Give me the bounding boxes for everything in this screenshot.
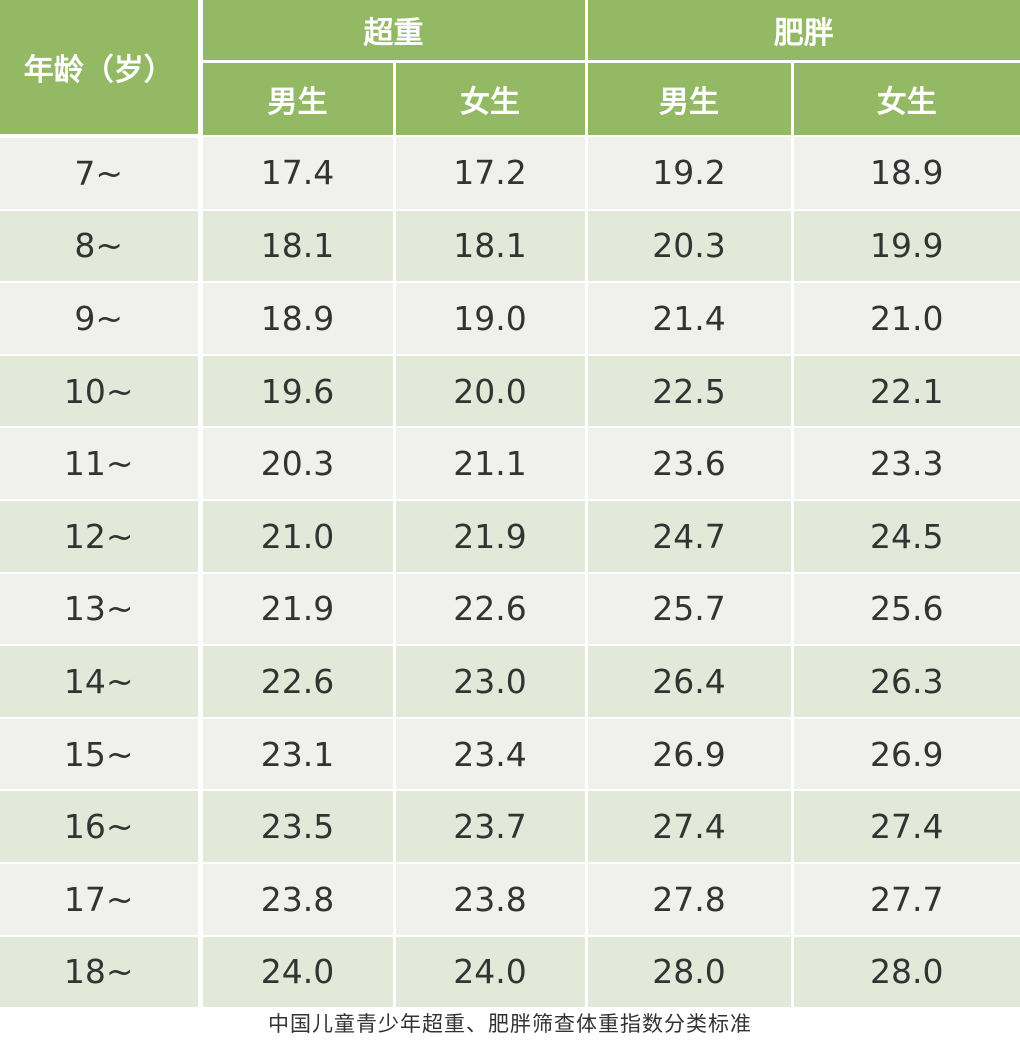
age-cell: 17~ [0, 861, 200, 936]
obese-female-cell: 25.6 [790, 571, 1020, 646]
obese-male-cell: 25.7 [584, 571, 792, 646]
obese-male-cell: 24.7 [584, 498, 792, 573]
table-row: 14~ 22.6 23.0 26.4 26.3 [0, 644, 1020, 718]
overweight-male-cell: 23.5 [197, 789, 394, 863]
age-column-header: 年龄（岁） [0, 0, 200, 138]
table-row: 7~ 17.4 17.2 19.2 18.9 [0, 135, 1020, 210]
obese-female-cell: 24.5 [790, 498, 1020, 573]
age-cell: 12~ [0, 498, 200, 573]
overweight-male-cell: 17.4 [197, 135, 394, 210]
table-caption: 中国儿童青少年超重、肥胖筛查体重指数分类标准 [268, 1012, 752, 1036]
overweight-female-cell: 20.0 [392, 353, 586, 428]
obese-male-cell: 21.4 [584, 281, 792, 355]
overweight-male-cell: 21.9 [197, 571, 394, 646]
overweight-female-cell: 19.0 [392, 281, 586, 355]
overweight-female-header: 女生 [392, 61, 586, 136]
obese-male-cell: 22.5 [584, 353, 792, 428]
overweight-male-cell: 23.1 [197, 716, 394, 791]
age-cell: 8~ [0, 208, 200, 283]
obese-female-cell: 26.9 [790, 716, 1020, 791]
table-row: 18~ 24.0 24.0 28.0 28.0 [0, 934, 1020, 1008]
table-body: 7~ 17.4 17.2 19.2 18.9 8~ 18.1 18.1 20.3… [0, 135, 1020, 1008]
age-cell: 13~ [0, 571, 200, 646]
overweight-female-cell: 17.2 [392, 135, 586, 210]
overweight-male-header: 男生 [197, 61, 394, 136]
table-row: 10~ 19.6 20.0 22.5 22.1 [0, 353, 1020, 428]
table-header: 年龄（岁） 超重 肥胖 男生 女生 男生 女生 [0, 0, 1020, 138]
obese-male-header: 男生 [584, 61, 792, 136]
age-cell: 18~ [0, 934, 200, 1008]
obese-female-header: 女生 [790, 61, 1020, 136]
obese-male-cell: 27.4 [584, 789, 792, 863]
table-row: 11~ 20.3 21.1 23.6 23.3 [0, 426, 1020, 500]
obese-group-header: 肥胖 [584, 0, 1020, 63]
overweight-female-cell: 21.9 [392, 498, 586, 573]
obese-female-cell: 28.0 [790, 934, 1020, 1008]
overweight-female-cell: 23.8 [392, 861, 586, 936]
overweight-female-cell: 24.0 [392, 934, 586, 1008]
overweight-female-cell: 21.1 [392, 426, 586, 500]
table-row: 12~ 21.0 21.9 24.7 24.5 [0, 498, 1020, 573]
overweight-male-cell: 24.0 [197, 934, 394, 1008]
obese-male-cell: 26.4 [584, 644, 792, 718]
age-cell: 9~ [0, 281, 200, 355]
overweight-male-cell: 18.9 [197, 281, 394, 355]
obese-female-cell: 22.1 [790, 353, 1020, 428]
table-row: 13~ 21.9 22.6 25.7 25.6 [0, 571, 1020, 646]
overweight-female-cell: 23.7 [392, 789, 586, 863]
table-row: 9~ 18.9 19.0 21.4 21.0 [0, 281, 1020, 355]
age-cell: 14~ [0, 644, 200, 718]
bmi-classification-table: 年龄（岁） 超重 肥胖 男生 女生 男生 女生 7~ 17.4 17.2 19.… [0, 0, 1020, 1008]
age-cell: 10~ [0, 353, 200, 428]
age-cell: 16~ [0, 789, 200, 863]
table-row: 16~ 23.5 23.7 27.4 27.4 [0, 789, 1020, 863]
obese-male-cell: 20.3 [584, 208, 792, 283]
overweight-group-header: 超重 [197, 0, 586, 63]
age-cell: 15~ [0, 716, 200, 791]
overweight-female-cell: 18.1 [392, 208, 586, 283]
age-cell: 11~ [0, 426, 200, 500]
overweight-male-cell: 21.0 [197, 498, 394, 573]
overweight-male-cell: 18.1 [197, 208, 394, 283]
table-row: 15~ 23.1 23.4 26.9 26.9 [0, 716, 1020, 791]
overweight-male-cell: 19.6 [197, 353, 394, 428]
table-row: 8~ 18.1 18.1 20.3 19.9 [0, 208, 1020, 283]
obese-male-cell: 27.8 [584, 861, 792, 936]
overweight-male-cell: 23.8 [197, 861, 394, 936]
overweight-female-cell: 22.6 [392, 571, 586, 646]
obese-male-cell: 26.9 [584, 716, 792, 791]
obese-male-cell: 28.0 [584, 934, 792, 1008]
obese-male-cell: 19.2 [584, 135, 792, 210]
obese-male-cell: 23.6 [584, 426, 792, 500]
overweight-female-cell: 23.4 [392, 716, 586, 791]
obese-female-cell: 27.4 [790, 789, 1020, 863]
obese-female-cell: 18.9 [790, 135, 1020, 210]
obese-female-cell: 26.3 [790, 644, 1020, 718]
age-cell: 7~ [0, 135, 200, 210]
overweight-female-cell: 23.0 [392, 644, 586, 718]
obese-female-cell: 27.7 [790, 861, 1020, 936]
obese-female-cell: 23.3 [790, 426, 1020, 500]
obese-female-cell: 19.9 [790, 208, 1020, 283]
overweight-male-cell: 22.6 [197, 644, 394, 718]
obese-female-cell: 21.0 [790, 281, 1020, 355]
table-row: 17~ 23.8 23.8 27.8 27.7 [0, 861, 1020, 936]
overweight-male-cell: 20.3 [197, 426, 394, 500]
